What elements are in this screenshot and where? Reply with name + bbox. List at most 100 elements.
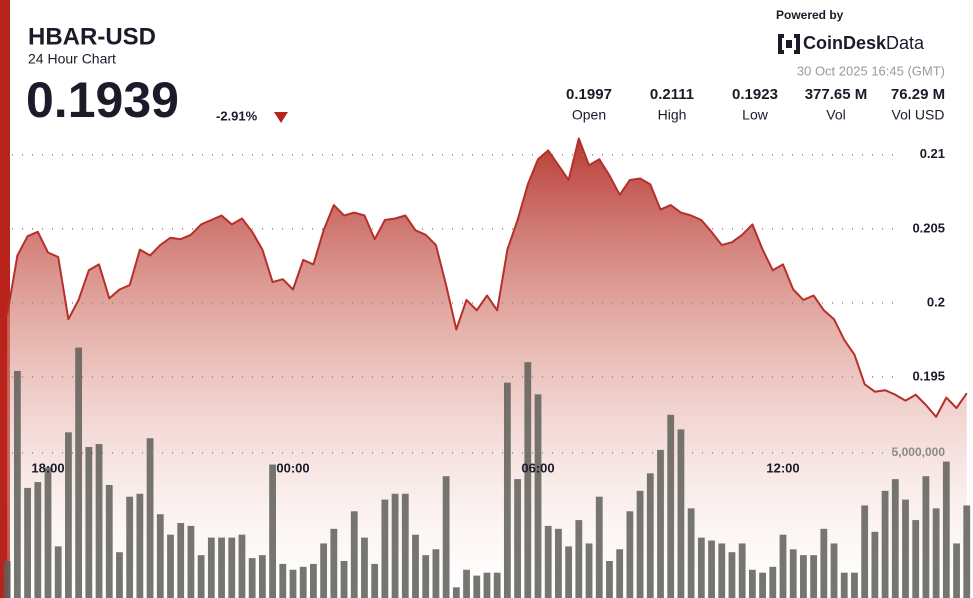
stats: 0.1997 Open 0.2111 High 0.1923 Low 377.65 M Vol… bbox=[566, 86, 945, 123]
volume-bar bbox=[667, 414, 675, 598]
volume-bar bbox=[320, 543, 328, 598]
volume-bar bbox=[483, 572, 491, 598]
logo-icon bbox=[778, 34, 800, 54]
volume-bar bbox=[269, 464, 276, 598]
volume-bar bbox=[116, 552, 123, 598]
volume-bar bbox=[871, 531, 879, 598]
volume-bar bbox=[54, 546, 62, 598]
y2-tick-label: 5,000,000 bbox=[892, 445, 946, 459]
volume-bar bbox=[606, 560, 613, 598]
volume-bar bbox=[299, 566, 307, 598]
volume-bar bbox=[800, 555, 807, 598]
volume-bar bbox=[616, 549, 624, 598]
volume-bar bbox=[912, 520, 920, 598]
volume-bar bbox=[452, 587, 460, 598]
stat-label: High bbox=[658, 107, 687, 123]
volume-bar bbox=[514, 479, 521, 598]
volume-bar bbox=[361, 537, 368, 598]
volume-bar bbox=[759, 572, 766, 598]
volume-bar bbox=[687, 508, 695, 598]
volume-bar bbox=[381, 499, 389, 598]
price-area bbox=[7, 138, 967, 598]
plot-area: 0.21 0.205 0.2 0.195 5,000,000 18:00 00:00 06:0… bbox=[3, 137, 971, 598]
volume-bar bbox=[544, 525, 552, 598]
x-tick-label: 18:00 bbox=[31, 460, 64, 475]
volume-bar bbox=[677, 429, 685, 598]
volume-bar bbox=[228, 537, 236, 598]
price-line bbox=[6, 137, 968, 418]
x-tick-label: 00:00 bbox=[276, 460, 309, 475]
volume-bar bbox=[463, 569, 470, 598]
brand-sub: Data bbox=[886, 33, 925, 53]
volume-bar bbox=[779, 534, 787, 598]
stat-label: Vol bbox=[826, 107, 845, 123]
volume-bar bbox=[3, 560, 11, 598]
y-tick-label: 0.205 bbox=[912, 220, 945, 235]
volume-bar bbox=[861, 505, 869, 598]
volume-bar bbox=[105, 484, 113, 598]
volume-bar bbox=[963, 505, 971, 598]
volume-bar bbox=[238, 534, 246, 598]
volume-bar bbox=[350, 511, 358, 598]
volume-bar bbox=[697, 537, 705, 598]
volume-bar bbox=[422, 555, 430, 598]
volume-bar bbox=[330, 528, 338, 598]
x-tick-label: 06:00 bbox=[521, 460, 554, 475]
volume-bar bbox=[146, 438, 154, 598]
volume-bar bbox=[391, 493, 399, 598]
volume-bar bbox=[575, 520, 583, 598]
volume-bar bbox=[769, 566, 777, 598]
stat-value: 76.29 M bbox=[891, 86, 945, 103]
volume-bar bbox=[442, 476, 450, 598]
volume-bar bbox=[840, 572, 848, 598]
volume-bar bbox=[493, 572, 501, 598]
volume-bar bbox=[738, 543, 746, 598]
volume-bar bbox=[24, 487, 31, 598]
brand-main: CoinDesk bbox=[803, 33, 887, 53]
volume-bar bbox=[248, 558, 256, 598]
volume-bar bbox=[258, 555, 266, 598]
stat-value: 377.65 M bbox=[805, 86, 868, 103]
timestamp: 30 Oct 2025 16:45 (GMT) bbox=[797, 63, 945, 78]
volume-bar bbox=[851, 572, 858, 598]
volume-bar bbox=[626, 511, 634, 598]
volume-bar bbox=[585, 543, 593, 598]
volume-bar bbox=[718, 543, 726, 598]
volume-bar bbox=[279, 563, 287, 598]
brand-logo: CoinDeskData bbox=[778, 33, 925, 54]
x-tick-label: 12:00 bbox=[766, 460, 799, 475]
volume-bar bbox=[565, 546, 573, 598]
volume-bar bbox=[187, 525, 195, 598]
volume-bar bbox=[932, 508, 940, 598]
powered-by: Powered by bbox=[776, 8, 844, 22]
volume-bar bbox=[810, 555, 818, 598]
chart-title: HBAR-USD bbox=[28, 23, 156, 50]
volume-bar bbox=[708, 540, 715, 598]
stat-label: Vol USD bbox=[892, 107, 945, 123]
volume-bar bbox=[340, 560, 348, 598]
volume-bar bbox=[636, 490, 644, 598]
volume-bar bbox=[728, 552, 736, 598]
volume-bar bbox=[891, 479, 899, 598]
volume-bar bbox=[412, 534, 419, 598]
volume-bar bbox=[657, 449, 664, 598]
stat-label: Low bbox=[742, 107, 769, 123]
volume-bar bbox=[197, 555, 205, 598]
volume-bar bbox=[371, 563, 379, 598]
volume-bar bbox=[646, 473, 654, 598]
volume-bar bbox=[310, 563, 317, 598]
volume-bar bbox=[177, 522, 185, 598]
y-tick-label: 0.2 bbox=[927, 294, 945, 309]
y-tick-label: 0.195 bbox=[912, 368, 945, 383]
stat-value: 0.1923 bbox=[732, 86, 778, 103]
current-price: 0.1939 bbox=[26, 72, 179, 128]
y-tick-label: 0.21 bbox=[920, 146, 945, 161]
volume-bar bbox=[401, 493, 409, 598]
volume-bar bbox=[34, 482, 42, 598]
volume-bar bbox=[524, 362, 532, 598]
volume-bar bbox=[503, 382, 511, 598]
volume-bar bbox=[902, 499, 909, 598]
volume-bar bbox=[432, 549, 440, 598]
